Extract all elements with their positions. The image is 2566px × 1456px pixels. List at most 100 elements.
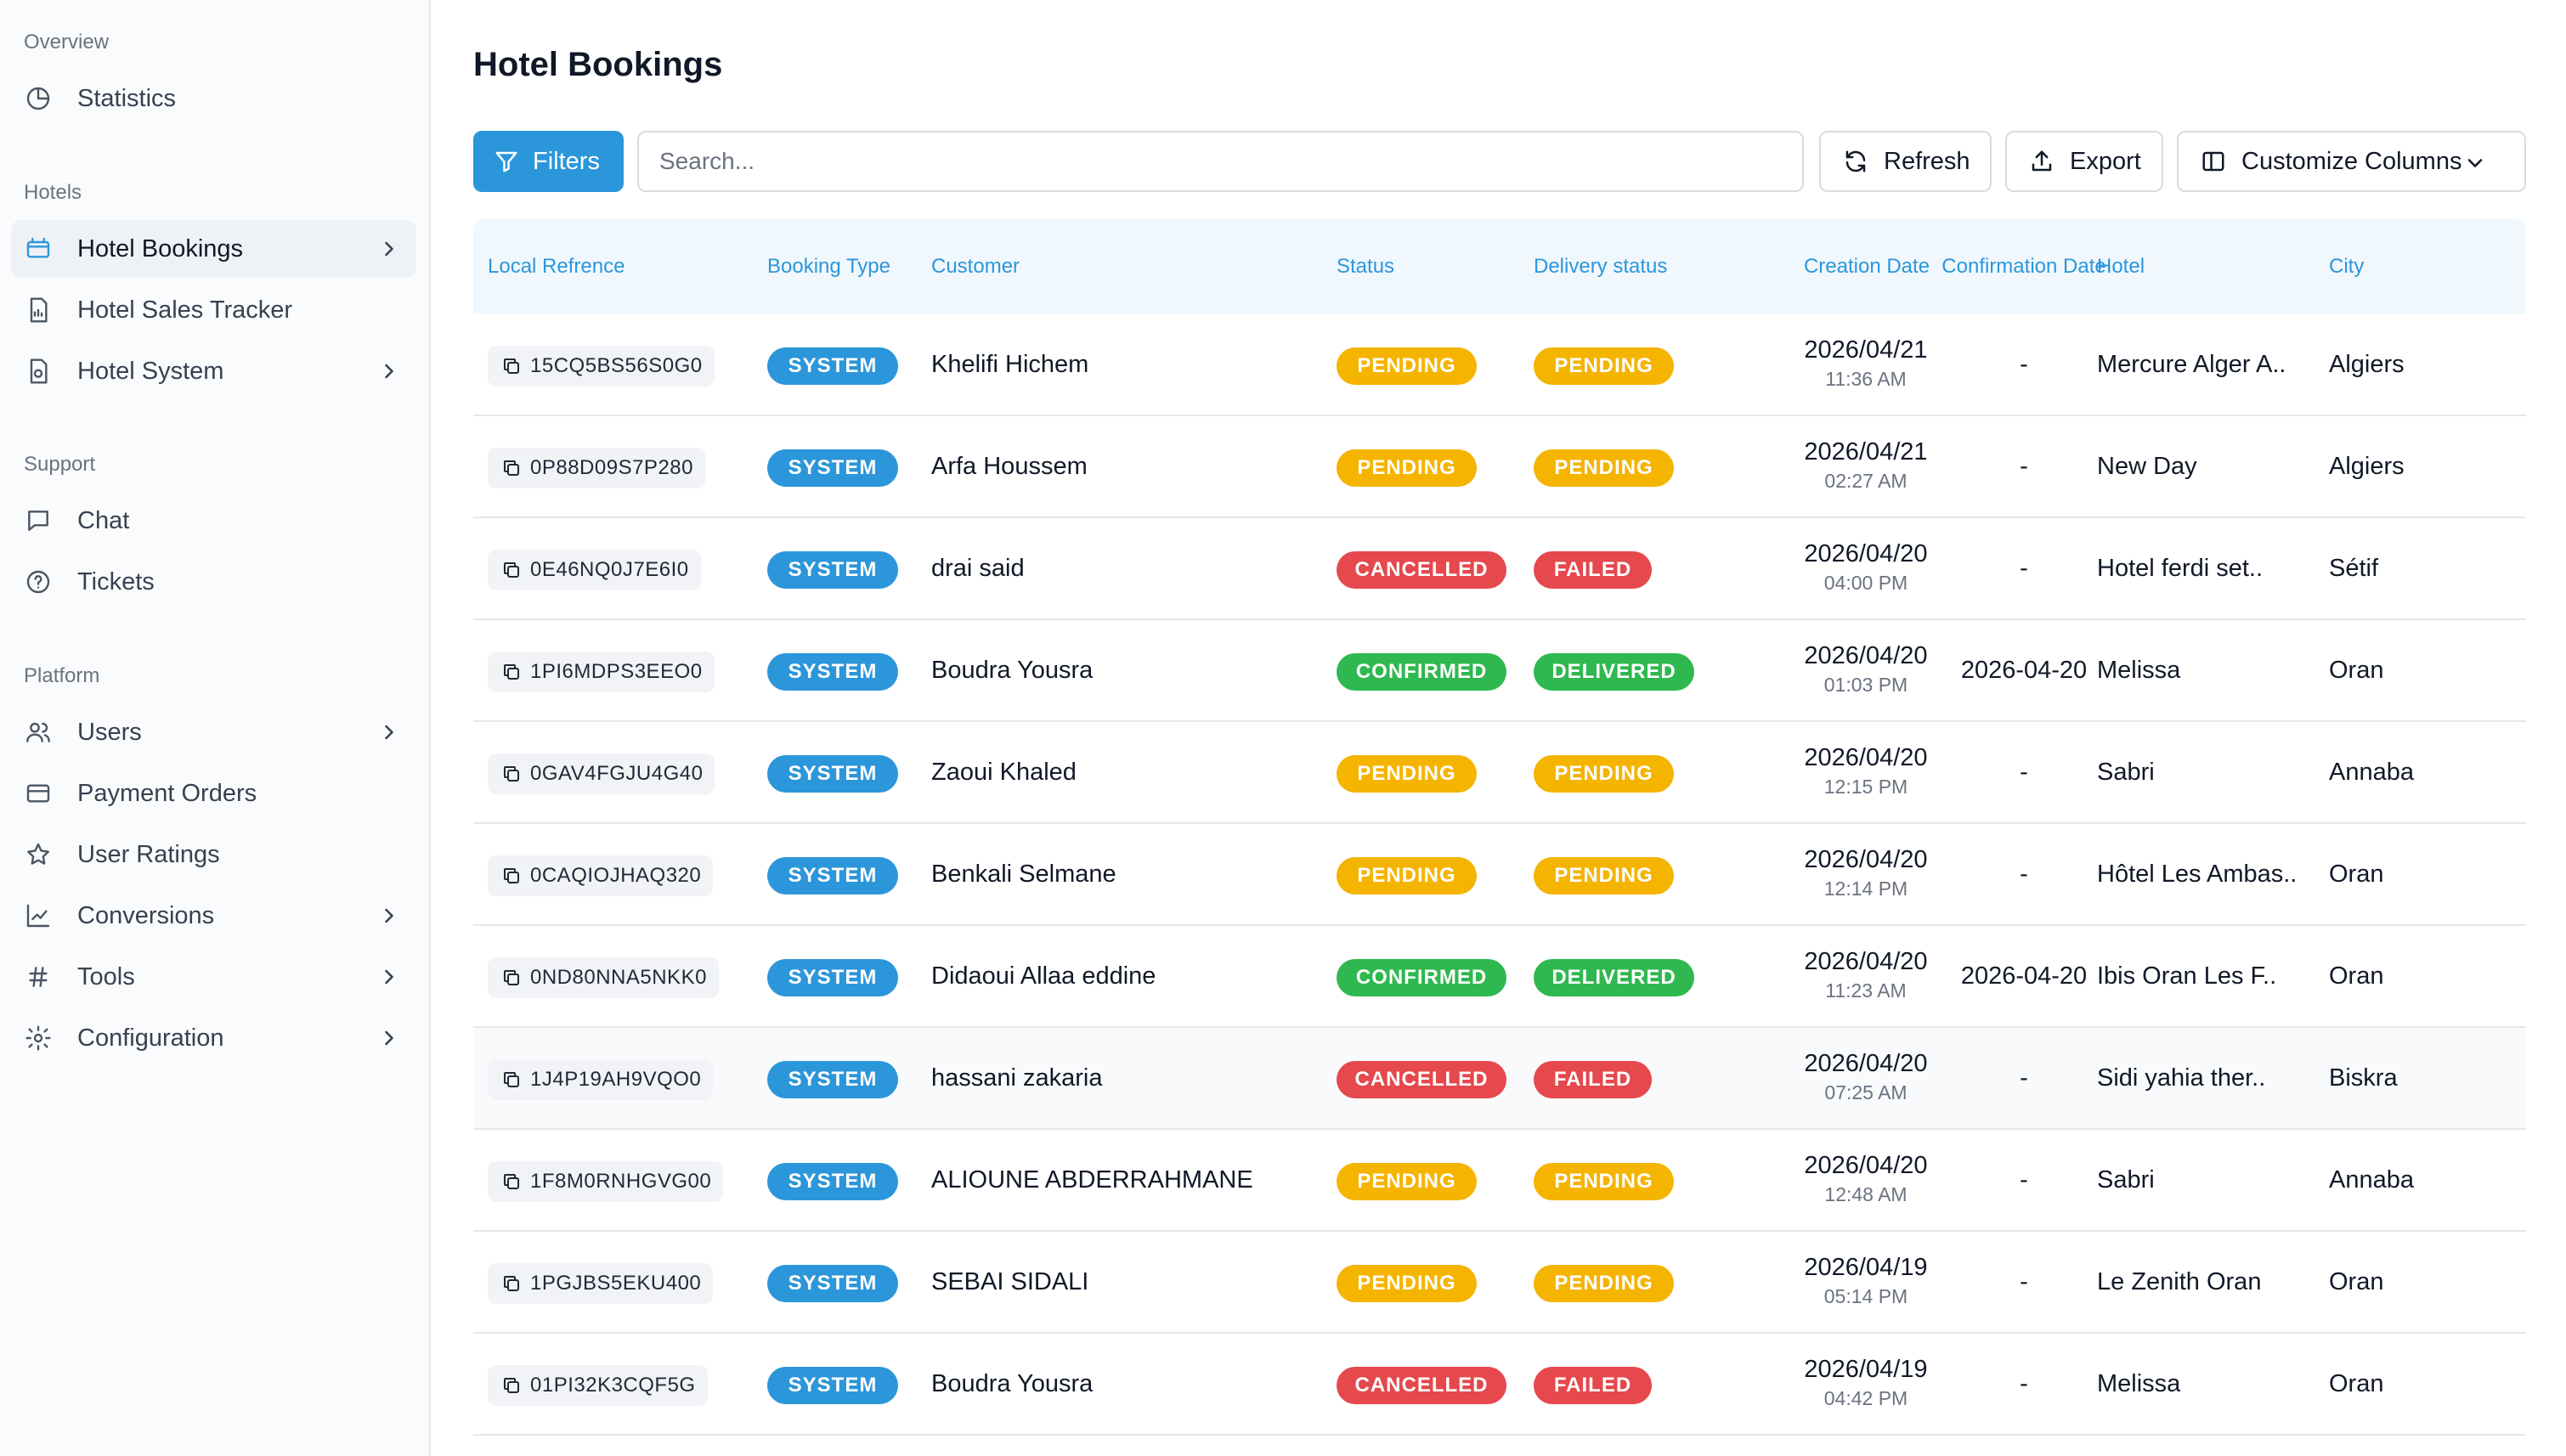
booking-type-badge: SYSTEM (767, 449, 898, 487)
column-header[interactable]: Hotel (2097, 255, 2145, 278)
local-reference-chip[interactable]: 1F8M0RNHGVG00 (488, 1161, 724, 1202)
hotel-name: Mercure Alger A.. (2097, 351, 2286, 378)
local-reference-chip[interactable]: 1PGJBS5EKU400 (488, 1263, 714, 1304)
creation-date-time: 04:42 PM (1823, 1387, 1908, 1409)
search-input[interactable] (637, 131, 1804, 192)
pie-chart-icon (25, 85, 52, 112)
confirmation-date: - (2020, 1064, 2028, 1092)
booking-type-badge: SYSTEM (767, 1061, 898, 1098)
sidebar-section-title: Overview (24, 31, 110, 54)
table-row[interactable]: 15CQ5BS56S0G0 SYSTEM Khelifi Hichem PENDING… (473, 314, 2526, 416)
copy-icon[interactable] (501, 458, 530, 478)
creation-date-day: 2026/04/20 (1804, 948, 1928, 975)
column-header[interactable]: Booking Type (767, 255, 890, 278)
sidebar-item-hotel-bookings[interactable]: Hotel Bookings (11, 220, 416, 278)
table-row[interactable]: 0ND80NNA5NKK0 SYSTEM Didaoui Allaa eddine C… (473, 926, 2526, 1028)
filters-button[interactable]: Filters (473, 131, 624, 192)
table-row[interactable]: 1J4P19AH9VQO0 SYSTEM hassani zakaria CANCEL… (473, 1028, 2526, 1130)
copy-icon[interactable] (501, 764, 530, 784)
chevron-right-icon (385, 241, 393, 257)
hotel-name: Le Zenith Oran (2097, 1268, 2262, 1295)
confirmation-date: - (2020, 1268, 2028, 1295)
creation-date: 2026/04/20 12:15 PM (1789, 744, 1942, 799)
copy-icon[interactable] (501, 1375, 530, 1396)
sidebar-item-tickets[interactable]: Tickets (11, 553, 416, 611)
hotel-name: Ibis Oran Les F.. (2097, 962, 2277, 990)
sidebar-item-label: Users (77, 718, 142, 746)
sidebar-item-label: Hotel Sales Tracker (77, 296, 293, 324)
local-reference-chip[interactable]: 1J4P19AH9VQO0 (488, 1059, 714, 1100)
table-row[interactable]: 01PI32K3CQF5G SYSTEM Boudra Yousra CANCELLE… (473, 1334, 2526, 1436)
creation-date-time: 01:03 PM (1823, 674, 1908, 696)
sidebar-item-user-ratings[interactable]: User Ratings (11, 826, 416, 883)
local-reference-chip[interactable]: 0GAV4FGJU4G40 (488, 753, 715, 794)
sidebar-item-label: Conversions (77, 901, 215, 929)
sidebar-item-users[interactable]: Users (11, 703, 416, 761)
sidebar-item-label: Payment Orders (77, 779, 257, 807)
table-row[interactable]: 1PGJBS5EKU400 SYSTEM SEBAI SIDALI PENDING PE… (473, 1232, 2526, 1334)
customize-columns-button[interactable]: Customize Columns (2177, 131, 2526, 192)
customize-columns-label: Customize Columns (2241, 147, 2462, 175)
sidebar-item-label: Hotel System (77, 357, 224, 385)
table-row[interactable]: 1F8M0RNHGVG00 SYSTEM ALIOUNE ABDERRAHMANE P… (473, 1130, 2526, 1232)
column-header[interactable]: Status (1337, 255, 1395, 278)
column-header[interactable]: Confirmation Date (1941, 255, 2106, 278)
sidebar-item-hotel-sales-tracker[interactable]: Hotel Sales Tracker (11, 281, 416, 339)
sidebar-item-payment-orders[interactable]: Payment Orders (11, 765, 416, 822)
copy-icon[interactable] (501, 560, 530, 580)
table-row[interactable]: 0GAV4FGJU4G40 SYSTEM Zaoui Khaled PENDING PE… (473, 722, 2526, 824)
local-reference-chip[interactable]: 0E46NQ0J7E6I0 (488, 550, 701, 590)
sidebar-item-configuration[interactable]: Configuration (11, 1009, 416, 1067)
local-reference-text: 1F8M0RNHGVG00 (530, 1170, 712, 1193)
local-reference-chip[interactable]: 1PI6MDPS3EEO0 (488, 652, 715, 692)
status-badge: PENDING (1337, 755, 1477, 793)
export-button[interactable]: Export (2005, 131, 2163, 192)
delivery-status-badge: PENDING (1534, 347, 1674, 385)
table-row[interactable]: 0P88D09S7P280 SYSTEM Arfa Houssem PENDING PE… (473, 416, 2526, 518)
hotel-name: Sidi yahia ther.. (2097, 1064, 2266, 1092)
table-header: Local Refrence Booking Type Customer Status… (473, 219, 2526, 314)
copy-icon[interactable] (501, 356, 530, 376)
customer-name: SEBAI SIDALI (931, 1268, 1089, 1295)
copy-icon[interactable] (501, 968, 530, 988)
column-header[interactable]: Local Refrence (488, 255, 625, 278)
column-header[interactable]: Customer (931, 255, 1020, 278)
sidebar-item-statistics[interactable]: Statistics (11, 70, 416, 127)
creation-date: 2026/04/21 02:27 AM (1789, 438, 1942, 493)
sidebar-item-conversions[interactable]: Conversions (11, 887, 416, 945)
city-name: Algiers (2329, 351, 2405, 378)
copy-icon[interactable] (501, 662, 530, 682)
local-reference-chip[interactable]: 15CQ5BS56S0G0 (488, 346, 715, 387)
local-reference-chip[interactable]: 0CAQIOJHAQ320 (488, 855, 714, 896)
column-header[interactable]: City (2329, 255, 2365, 278)
column-header[interactable]: Creation Date (1803, 255, 1930, 278)
local-reference-chip[interactable]: 01PI32K3CQF5G (488, 1365, 708, 1406)
booking-type-badge: SYSTEM (767, 959, 898, 996)
sidebar-item-chat[interactable]: Chat (11, 492, 416, 550)
table-row[interactable]: 1PI6MDPS3EEO0 SYSTEM Boudra Yousra CONFIRME… (473, 620, 2526, 722)
refresh-button[interactable]: Refresh (1819, 131, 1992, 192)
copy-icon[interactable] (501, 866, 530, 886)
sidebar-item-hotel-system[interactable]: Hotel System (11, 342, 416, 400)
creation-date: 2026/04/20 07:25 AM (1789, 1050, 1942, 1104)
table-row[interactable]: 0CAQIOJHAQ320 SYSTEM Benkali Selmane PENDIN… (473, 824, 2526, 926)
local-reference-chip[interactable]: 0P88D09S7P280 (488, 448, 705, 488)
city-name: Annaba (2329, 759, 2414, 786)
copy-icon[interactable] (501, 1069, 530, 1090)
column-header[interactable]: Delivery status (1534, 255, 1668, 278)
city-name: Oran (2329, 657, 2384, 684)
local-reference-text: 1PI6MDPS3EEO0 (530, 660, 703, 683)
table-row[interactable]: 0E46NQ0J7E6I0 SYSTEM drai said CANCELLED FAI… (473, 518, 2526, 620)
sidebar-item-label: Chat (77, 506, 130, 534)
hotel-name: New Day (2097, 453, 2197, 480)
copy-icon[interactable] (501, 1273, 530, 1294)
sidebar-item-tools[interactable]: Tools (11, 948, 416, 1006)
bookings-table: Local Refrence Booking Type Customer Status… (473, 219, 2526, 1436)
copy-icon[interactable] (501, 1171, 530, 1192)
sidebar-item-label: Configuration (77, 1024, 224, 1052)
status-badge: PENDING (1337, 347, 1477, 385)
local-reference-text: 0P88D09S7P280 (530, 456, 693, 479)
local-reference-chip[interactable]: 0ND80NNA5NKK0 (488, 957, 719, 998)
confirmation-date: - (2020, 1370, 2028, 1397)
